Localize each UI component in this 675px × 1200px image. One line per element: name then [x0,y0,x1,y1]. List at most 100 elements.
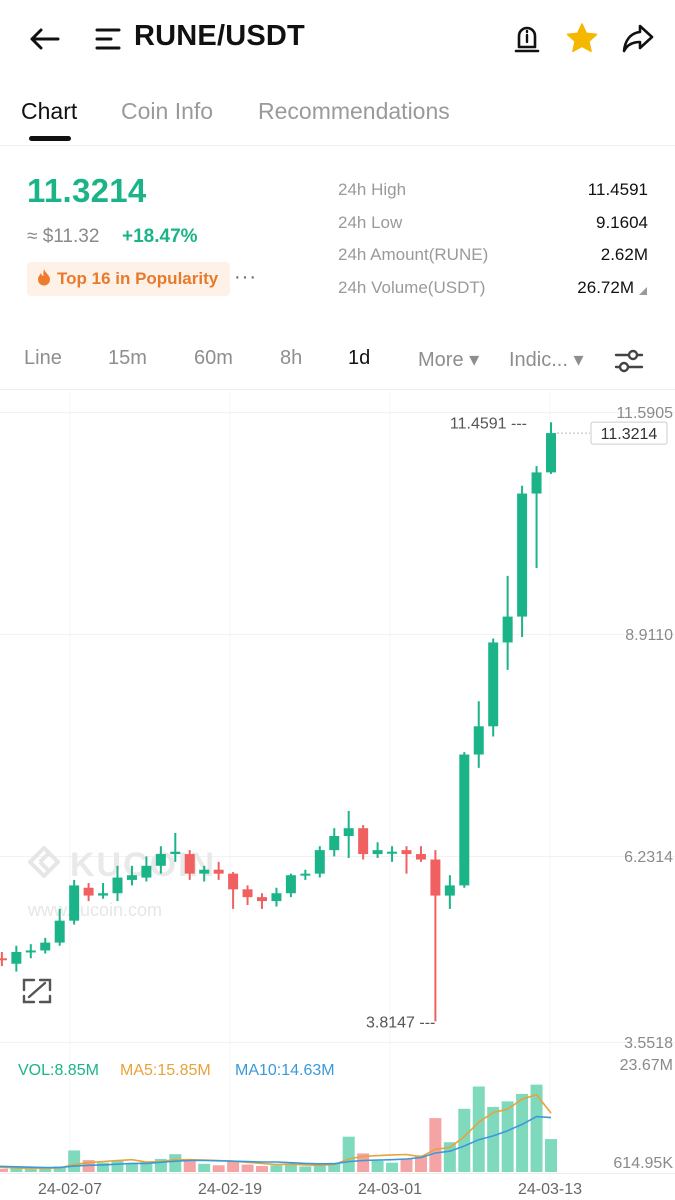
star-icon[interactable] [564,20,600,56]
candle-body [387,851,398,854]
candle-body [155,854,166,866]
volume-bar [472,1086,485,1172]
candle-body [343,828,354,837]
popularity-badge-label: Top 16 in Popularity [57,269,219,288]
volume-bar [400,1158,413,1172]
pair-title[interactable]: RUNE/USDT [134,20,305,52]
interval-15m[interactable]: 15m [108,347,147,369]
x-tick-label: 24-03-13 [518,1181,582,1198]
volume-bar [256,1166,268,1172]
volume-bar [53,1166,66,1172]
interval-1d[interactable]: 1d [348,347,371,369]
interval-60m[interactable]: 60m [194,347,233,369]
tab-coin-info[interactable]: Coin Info [121,98,214,124]
current-price-label: 11.3214 [601,426,658,443]
back-arrow-icon[interactable] [26,22,62,56]
top-bar: RUNE/USDT [0,0,675,78]
candle-body [112,877,123,894]
candle-body [300,873,311,876]
fullscreen-icon[interactable] [22,978,52,1004]
stats-panel: 24h High 11.4591 24h Low 9.1604 24h Amou… [338,180,648,310]
volume-bar [125,1163,138,1172]
stat-row-low: 24h Low 9.1604 [338,213,648,246]
candle-body [11,952,22,964]
volume-bar [487,1106,500,1172]
candle-body [531,472,542,494]
candle-body [228,873,239,890]
ma5-label: MA5:15.85M [120,1062,211,1079]
fullscreen-arrow [27,981,47,999]
stat-row-high: 24h High 11.4591 [338,180,648,213]
candle-body [83,887,94,896]
volume-bar [198,1163,211,1172]
candle-body [184,854,195,874]
candle-body [54,920,65,943]
volume-bar [39,1167,52,1172]
interval-8h[interactable]: 8h [280,347,303,369]
stat-value: 9.1604 [596,212,648,232]
candle-body [430,859,441,896]
ma10-label: MA10:14.63M [235,1062,335,1079]
watermark-url: www.kucoin.com [27,900,162,920]
interval-more[interactable]: More ▾ [418,349,480,371]
volume-bar [299,1166,312,1172]
high-price-marker: 11.4591 --- [450,415,527,432]
interval-selector: Line 15m 60m 8h 1d More ▾ Indic... ▾ [0,332,675,390]
candle-body [459,754,470,886]
candle-body [502,616,513,643]
active-tab-indicator [29,136,71,141]
candle-body [546,433,556,473]
x-tick-label: 24-03-01 [358,1181,422,1198]
candle-body [98,893,109,896]
volume-bar [313,1164,326,1172]
candle-body [517,493,528,617]
volume-bar [530,1084,543,1172]
candle-body [242,889,253,898]
more-dots-button[interactable]: ··· [234,266,257,288]
tab-recommendations[interactable]: Recommendations [258,98,450,124]
candle-body [25,950,36,953]
candle-body [126,875,137,880]
volume-bar [169,1154,182,1172]
stat-row-volume[interactable]: 24h Volume(USDT) 26.72M [338,278,648,311]
volume-bar [545,1139,557,1172]
vol-label: VOL:8.85M [18,1062,99,1079]
ma5-line [0,1093,552,1170]
volume-bar [111,1160,124,1172]
candle-body [0,958,7,961]
menu-lines-icon[interactable] [94,26,122,52]
candle-body [271,893,282,902]
candle-body [314,850,325,874]
volume-bar [140,1161,153,1172]
candle-body [285,875,296,894]
fullscreen-frame [22,978,52,1004]
volume-bar [501,1101,514,1172]
stat-value: 11.4591 [587,180,648,199]
volume-bar [97,1162,110,1172]
volume-bar [24,1169,37,1172]
candle-body [170,851,181,855]
volume-bar [328,1162,341,1172]
volume-bar [414,1155,427,1172]
y-tick-label: 8.9110 [625,627,673,644]
volume-bar [0,1168,8,1172]
usd-price: ≈ $11.32 [27,226,100,247]
interval-line[interactable]: Line [24,347,62,369]
volume-bar [386,1162,399,1172]
section-tabs: Chart Coin Info Recommendations [0,92,675,146]
last-price: 11.3214 [27,172,147,209]
interval-indicators[interactable]: Indic... ▾ [509,349,584,371]
tab-chart[interactable]: Chart [21,98,78,124]
stat-value: 26.72M [577,277,634,297]
y-tick-label: 6.2314 [624,849,673,866]
share-icon[interactable] [620,20,656,56]
candle-body [329,836,340,851]
candle-body [401,850,412,855]
volume-bar [284,1163,297,1172]
popularity-badge[interactable]: Top 16 in Popularity [27,262,231,296]
candle-body [415,854,426,860]
alert-bell-icon[interactable] [509,20,545,56]
chart-settings-icon[interactable] [612,344,646,378]
price-chart[interactable]: KUCOIN www.kucoin.com 11.4591 --- 3.8147 -… [0,392,675,1200]
